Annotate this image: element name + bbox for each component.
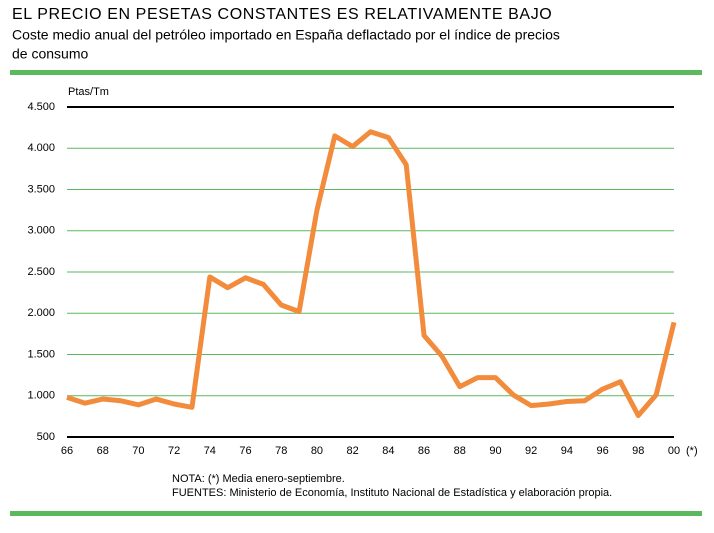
x-tick-label: 68 <box>97 445 109 457</box>
chart-subtitle: de consumo <box>12 46 88 62</box>
x-tick-label: 90 <box>489 445 501 457</box>
y-tick-label: 4.500 <box>27 101 55 113</box>
x-tick-label: 66 <box>61 445 73 457</box>
x-tick-label: 94 <box>561 445 573 457</box>
x-tick-label: 84 <box>382 445 394 457</box>
y-tick-label: 1.500 <box>27 348 55 360</box>
note: NOTA: (*) Media enero-septiembre. <box>172 473 345 485</box>
x-tick-label: 76 <box>239 445 251 457</box>
x-tick-label: 92 <box>525 445 537 457</box>
y-tick-label: 3.000 <box>27 225 55 237</box>
x-note: (*) <box>686 445 698 457</box>
x-tick-label: 82 <box>347 445 359 457</box>
x-tick-label: 96 <box>596 445 608 457</box>
data-line <box>66 129 677 419</box>
separator <box>10 511 702 516</box>
note: FUENTES: Ministerio de Economía, Institu… <box>172 487 612 499</box>
x-tick-label: 88 <box>454 445 466 457</box>
x-tick-label: 72 <box>168 445 180 457</box>
x-tick-label: 70 <box>132 445 144 457</box>
x-tick-label: 86 <box>418 445 430 457</box>
y-tick-label: 1.000 <box>27 390 55 402</box>
y-tick-label: 4.000 <box>27 142 55 154</box>
x-tick-label: 98 <box>632 445 644 457</box>
x-tick-label: 74 <box>204 445 216 457</box>
separator <box>10 70 702 75</box>
y-axis-unit: Ptas/Tm <box>68 86 109 98</box>
y-tick-label: 3.500 <box>27 183 55 195</box>
y-tick-label: 500 <box>37 431 55 443</box>
y-tick-label: 2.500 <box>27 266 55 278</box>
y-tick-label: 2.000 <box>27 307 55 319</box>
x-tick-label: 00 <box>668 445 680 457</box>
chart-subtitle: Coste medio anual del petróleo importado… <box>12 27 560 43</box>
chart-title: EL PRECIO EN PESETAS CONSTANTES ES RELAT… <box>12 6 552 23</box>
x-tick-label: 78 <box>275 445 287 457</box>
x-tick-label: 80 <box>311 445 323 457</box>
